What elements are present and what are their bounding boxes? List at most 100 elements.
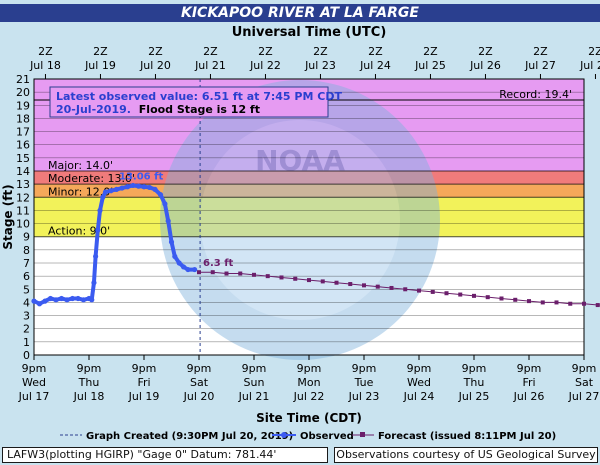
y-tick-label: 9 xyxy=(23,231,30,244)
observed-point xyxy=(113,186,120,192)
forecast-point xyxy=(527,299,531,304)
forecast-point xyxy=(210,270,215,275)
bottom-tick-date: Jul 19 xyxy=(128,390,160,403)
bottom-tick-day: Fri xyxy=(137,376,150,389)
forecast-point xyxy=(362,283,366,288)
y-tick-label: 21 xyxy=(16,73,30,86)
top-tick-time: 2Z xyxy=(478,45,493,58)
bottom-tick-day: Wed xyxy=(22,376,46,389)
bottom-tick-time: 9pm xyxy=(22,362,47,375)
observed-point xyxy=(102,189,109,195)
y-tick-label: 15 xyxy=(16,152,30,165)
observed-point xyxy=(192,266,198,273)
observed-point xyxy=(89,297,95,303)
observed-point xyxy=(42,298,48,304)
forecast-start-label: 6.3 ft xyxy=(203,258,234,269)
y-tick-label: 1 xyxy=(23,336,30,349)
bottom-tick-day: Fri xyxy=(522,376,535,389)
observed-point xyxy=(108,188,114,194)
forecast-point xyxy=(238,271,243,276)
forecast-point xyxy=(554,300,559,305)
bottom-tick-day: Tue xyxy=(354,376,374,389)
chart-title: KICKAPOO RIVER AT LA FARGE xyxy=(0,4,600,22)
svg-text:20-Jul-2019. Flood Stage: 20-Jul-2019. Flood Stage is 12 ft xyxy=(56,103,260,116)
threshold-label-moderate: Moderate: 13.0' xyxy=(48,172,135,185)
observed-point xyxy=(91,280,97,286)
top-axis-title: Universal Time (UTC) xyxy=(232,25,387,40)
bottom-tick-date: Jul 22 xyxy=(293,390,325,403)
y-tick-label: 20 xyxy=(16,86,30,99)
bottom-tick-day: Thu xyxy=(463,376,485,389)
y-tick-label: 18 xyxy=(16,112,30,125)
observed-point xyxy=(135,183,142,189)
top-tick-date: Jul 20 xyxy=(139,59,171,72)
top-tick-time: 2Z xyxy=(588,45,600,58)
info-line-2-date: 20-Jul-2019. xyxy=(56,103,131,116)
observed-point xyxy=(152,186,158,192)
observed-point xyxy=(172,253,178,260)
observed-point xyxy=(69,295,76,302)
bottom-tick-day: Sat xyxy=(575,376,594,389)
bottom-tick-date: Jul 26 xyxy=(513,390,545,403)
top-tick-date: Jul 22 xyxy=(249,59,281,72)
y-axis-title: Stage (ft) xyxy=(1,184,15,249)
forecast-point xyxy=(417,288,421,293)
top-tick-time: 2Z xyxy=(258,45,273,58)
normal-band xyxy=(34,236,584,355)
top-tick-date: Jul 18 xyxy=(29,59,61,72)
y-tick-label: 10 xyxy=(16,218,30,231)
y-tick-label: 7 xyxy=(23,257,30,270)
observed-point xyxy=(168,239,175,245)
y-tick-label: 17 xyxy=(16,126,30,139)
observed-point xyxy=(53,297,59,303)
observed-point xyxy=(75,295,81,302)
forecast-point xyxy=(334,280,339,285)
top-tick-time: 2Z xyxy=(93,45,108,58)
y-tick-label: 4 xyxy=(23,296,30,309)
observed-point xyxy=(181,264,187,270)
y-tick-label: 11 xyxy=(16,204,30,217)
threshold-label-major: Major: 14.0' xyxy=(48,159,113,172)
observed-point xyxy=(47,295,54,302)
bottom-tick-date: Jul 25 xyxy=(458,390,490,403)
threshold-labels: Record: 19.4' Major: 14.0'Moderate: 13.0'… xyxy=(48,88,572,238)
legend-forecast: Forecast (issued 8:11PM Jul 20) xyxy=(378,431,556,442)
bottom-tick-date: Jul 24 xyxy=(403,390,435,403)
bottom-tick-date: Jul 17 xyxy=(18,390,50,403)
observed-point xyxy=(95,227,101,233)
top-tick-date: Jul 26 xyxy=(469,59,501,72)
bottom-tick-day: Thu xyxy=(78,376,100,389)
forecast-point xyxy=(348,282,353,287)
forecast-point xyxy=(320,279,325,284)
bottom-axis-title: Site Time (CDT) xyxy=(256,411,362,425)
top-tick-time: 2Z xyxy=(38,45,53,58)
y-tick-label: 13 xyxy=(16,178,30,191)
forecast-point xyxy=(582,301,586,306)
observed-point xyxy=(100,194,106,200)
bottom-tick-date: Jul 18 xyxy=(73,390,105,403)
bottom-tick-date: Jul 21 xyxy=(238,390,270,403)
watermark-text: NOAA xyxy=(255,144,345,177)
series-lines xyxy=(31,182,600,308)
info-line-2-flood: Flood Stage is 12 ft xyxy=(139,103,260,116)
gage-datum-note: LAFW3(plotting HGIRP) "Gage 0" Datum: 78… xyxy=(2,447,328,463)
chart-legend: Graph Created (9:30PM Jul 20, 2019) Obse… xyxy=(60,431,556,442)
y-tick-label: 6 xyxy=(23,270,30,283)
forecast-point xyxy=(513,297,518,302)
threshold-label-action: Action: 9.0' xyxy=(48,225,110,238)
bottom-tick-date: Jul 23 xyxy=(348,390,380,403)
threshold-label-minor: Minor: 12.0' xyxy=(48,185,113,198)
forecast-point xyxy=(430,289,435,294)
observed-point xyxy=(130,182,136,189)
forecast-point xyxy=(444,291,449,296)
bottom-tick-day: Sat xyxy=(190,376,209,389)
bottom-tick-time: 9pm xyxy=(517,362,542,375)
forecast-point xyxy=(375,284,380,289)
forecast-line xyxy=(199,271,600,306)
observed-point xyxy=(124,184,131,190)
top-tick-time: 2Z xyxy=(368,45,383,58)
top-tick-date: Jul 27 xyxy=(524,59,556,72)
